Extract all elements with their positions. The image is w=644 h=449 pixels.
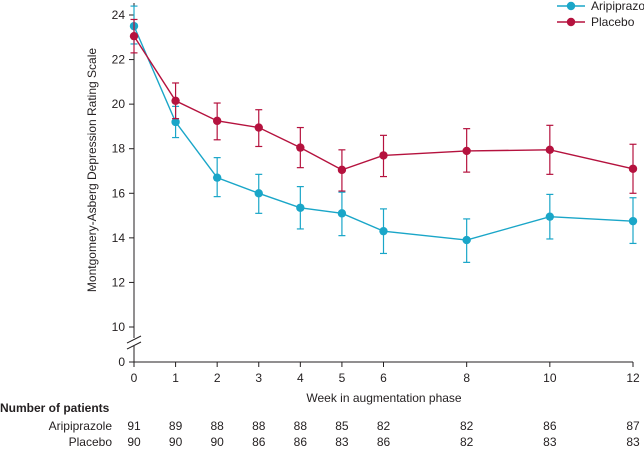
y-tick-label: 10	[112, 320, 126, 334]
patients-count: 86	[294, 435, 308, 449]
data-point	[462, 146, 471, 156]
patients-count: 82	[377, 419, 391, 433]
patients-count: 86	[377, 435, 391, 449]
y-axis-title: Montgomery-Asberg Depression Rating Scal…	[85, 48, 99, 292]
patients-count: 86	[543, 419, 557, 433]
series-line	[133, 25, 634, 241]
y-tick-label: 0	[118, 355, 125, 369]
x-tick-label: 6	[380, 371, 387, 385]
data-point	[379, 151, 388, 160]
x-tick-label: 5	[339, 371, 346, 385]
x-axis-title: Week in augmentation phase	[306, 391, 462, 405]
data-point	[545, 212, 555, 221]
legend-label: Aripiprazole	[591, 0, 644, 13]
data-point	[254, 123, 263, 132]
x-tick-label: 2	[214, 371, 221, 385]
y-tick-label: 18	[112, 142, 126, 156]
axis-break-stroke	[126, 335, 142, 344]
patients-count: 90	[169, 435, 183, 449]
data-point	[628, 164, 638, 173]
legend-marker	[566, 1, 576, 11]
patients-count: 83	[626, 435, 640, 449]
patients-count: 83	[543, 435, 557, 449]
data-point	[296, 143, 305, 152]
series-placebo	[129, 18, 638, 194]
x-tick-label: 1	[172, 371, 179, 385]
patients-table-heading: Number of patients	[0, 401, 110, 415]
axis-break-gap	[126, 338, 142, 346]
axis-break-marker	[126, 335, 142, 350]
patients-count: 86	[252, 435, 266, 449]
patients-count: 89	[169, 419, 183, 433]
patients-count: 88	[210, 419, 224, 433]
patients-row-label: Placebo	[69, 435, 113, 449]
data-point	[337, 209, 347, 218]
patients-row-label: Aripiprazole	[49, 419, 113, 433]
x-tick-label: 4	[297, 371, 304, 385]
data-point	[379, 226, 388, 236]
data-point	[171, 117, 180, 127]
x-tick-label: 0	[131, 371, 138, 385]
patients-count: 91	[127, 419, 141, 433]
x-tick-label: 10	[543, 371, 557, 385]
y-axis-ticks: 0 10 12 14 16 18 20 22 24	[112, 8, 134, 369]
y-tick-label: 22	[112, 53, 126, 67]
patients-count: 82	[460, 419, 474, 433]
patients-count: 87	[626, 419, 640, 433]
series-aripiprazole	[129, 5, 638, 263]
series-group	[129, 5, 638, 263]
axis-break-stroke	[126, 341, 142, 350]
patients-row: Aripiprazole 91 89 88 88 88 85 82 82 86 87	[49, 419, 640, 433]
x-tick-label: 3	[255, 371, 262, 385]
data-point	[296, 203, 305, 212]
data-point	[628, 216, 638, 226]
data-point	[254, 189, 263, 198]
legend-item: Placebo	[557, 15, 635, 29]
series-line	[133, 35, 634, 171]
patients-count: 82	[460, 435, 474, 449]
y-tick-label: 14	[112, 231, 126, 245]
data-point	[337, 165, 347, 175]
data-point	[462, 235, 471, 245]
legend-item: Aripiprazole	[557, 0, 644, 13]
patients-count: 88	[252, 419, 266, 433]
patients-count: 90	[210, 435, 224, 449]
patients-count: 85	[335, 419, 349, 433]
y-tick-label: 20	[112, 97, 126, 111]
legend: Aripiprazole Placebo	[557, 0, 644, 29]
x-axis-ticks: 0 1 2 3 4 5 6 8 10 12	[131, 362, 640, 385]
patients-count: 88	[294, 419, 308, 433]
patients-count: 83	[335, 435, 349, 449]
legend-marker	[566, 17, 576, 27]
data-point	[171, 96, 180, 106]
y-tick-label: 12	[112, 275, 126, 289]
data-point	[212, 173, 222, 182]
patients-row: Placebo 90 90 90 86 86 83 86 82 83 83	[69, 435, 640, 449]
data-point	[212, 116, 222, 126]
x-tick-label: 8	[463, 371, 470, 385]
y-tick-label: 24	[112, 8, 126, 22]
x-tick-label: 12	[626, 371, 640, 385]
data-point	[545, 145, 555, 155]
patients-count: 90	[127, 435, 141, 449]
y-tick-label: 16	[112, 186, 126, 200]
legend-label: Placebo	[591, 15, 635, 29]
data-point	[129, 31, 139, 41]
patients-table: Number of patients Aripiprazole 91 89 88 88 8…	[0, 401, 640, 449]
